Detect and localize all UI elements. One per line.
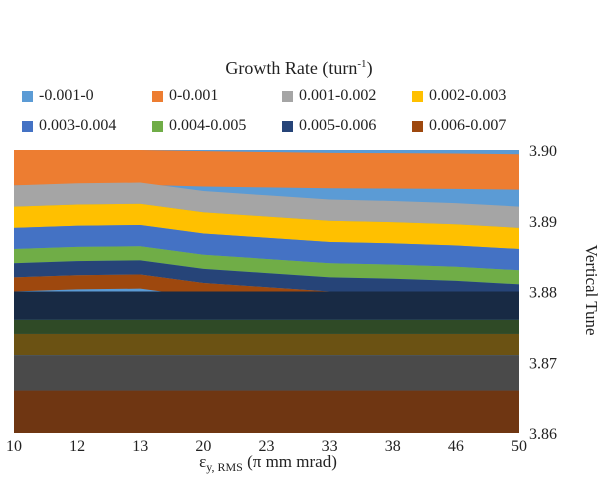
legend-label: 0-0.001 bbox=[169, 87, 219, 104]
legend-label: -0.001-0 bbox=[39, 87, 94, 104]
legend-swatch bbox=[412, 120, 423, 132]
legend-item: 0.001-0.002 bbox=[282, 86, 376, 106]
x-tick-label: 38 bbox=[385, 438, 401, 455]
y-tick-label: 3.87 bbox=[529, 355, 557, 372]
legend-swatch bbox=[412, 90, 423, 102]
y-tick-label: 3.88 bbox=[529, 285, 557, 302]
y-tick-label: 3.89 bbox=[529, 214, 557, 231]
x-tick-label: 50 bbox=[511, 438, 527, 455]
plot-area bbox=[14, 150, 519, 433]
legend-label: 0.005-0.006 bbox=[299, 117, 377, 134]
legend-item: 0.005-0.006 bbox=[282, 116, 376, 136]
heatmap-band bbox=[14, 319, 519, 334]
heatmap-band bbox=[14, 182, 519, 228]
legend-title: Growth Rate (turn-1) bbox=[225, 58, 373, 78]
legend-swatch bbox=[22, 90, 33, 102]
x-tick-label: 33 bbox=[322, 438, 338, 455]
y-tick-label: 3.86 bbox=[529, 426, 557, 443]
legend-label: 0.003-0.004 bbox=[39, 117, 117, 134]
heatmap-band bbox=[14, 390, 519, 433]
x-tick-label: 12 bbox=[69, 438, 85, 455]
legend-label: 0.006-0.007 bbox=[429, 117, 507, 134]
heatmap-band bbox=[14, 355, 519, 391]
legend-item: -0.001-0 bbox=[22, 86, 94, 106]
legend-swatch bbox=[152, 90, 163, 102]
legend-swatch bbox=[282, 90, 293, 102]
legend-label: 0.002-0.003 bbox=[429, 87, 507, 104]
x-tick-label: 46 bbox=[448, 438, 464, 455]
legend-swatch bbox=[22, 120, 33, 132]
legend-label: 0.001-0.002 bbox=[299, 87, 377, 104]
heatmap-band bbox=[14, 224, 519, 271]
heatmap-band bbox=[14, 150, 519, 190]
y-axis-label: Vertical Tune bbox=[582, 244, 598, 335]
legend-swatch bbox=[282, 120, 293, 132]
legend-item: 0.002-0.003 bbox=[412, 86, 506, 106]
heatmap-band bbox=[14, 333, 519, 356]
legend-item: 0.006-0.007 bbox=[412, 116, 506, 136]
legend-item: 0.003-0.004 bbox=[22, 116, 116, 136]
y-tick-label: 3.90 bbox=[529, 143, 557, 160]
heatmap-band bbox=[14, 203, 519, 250]
legend-label: 0.004-0.005 bbox=[169, 117, 247, 134]
legend-swatch bbox=[152, 120, 163, 132]
axes: 10 12 13 20 23 33 38 46 503.86 3.87 3.88 3.89 3.90 bbox=[6, 143, 557, 455]
heatmap-band bbox=[14, 260, 519, 299]
heatmap-band bbox=[14, 291, 519, 320]
x-axis-label: εy, RMS (π mm mrad) bbox=[199, 452, 337, 474]
x-tick-label: 10 bbox=[6, 438, 22, 455]
x-tick-label: 20 bbox=[195, 438, 211, 455]
heatmap-band bbox=[14, 246, 519, 285]
legend-item: 0.004-0.005 bbox=[152, 116, 246, 136]
legend-item: 0-0.001 bbox=[152, 86, 218, 106]
x-tick-label: 23 bbox=[259, 438, 275, 455]
x-tick-label: 13 bbox=[132, 438, 148, 455]
